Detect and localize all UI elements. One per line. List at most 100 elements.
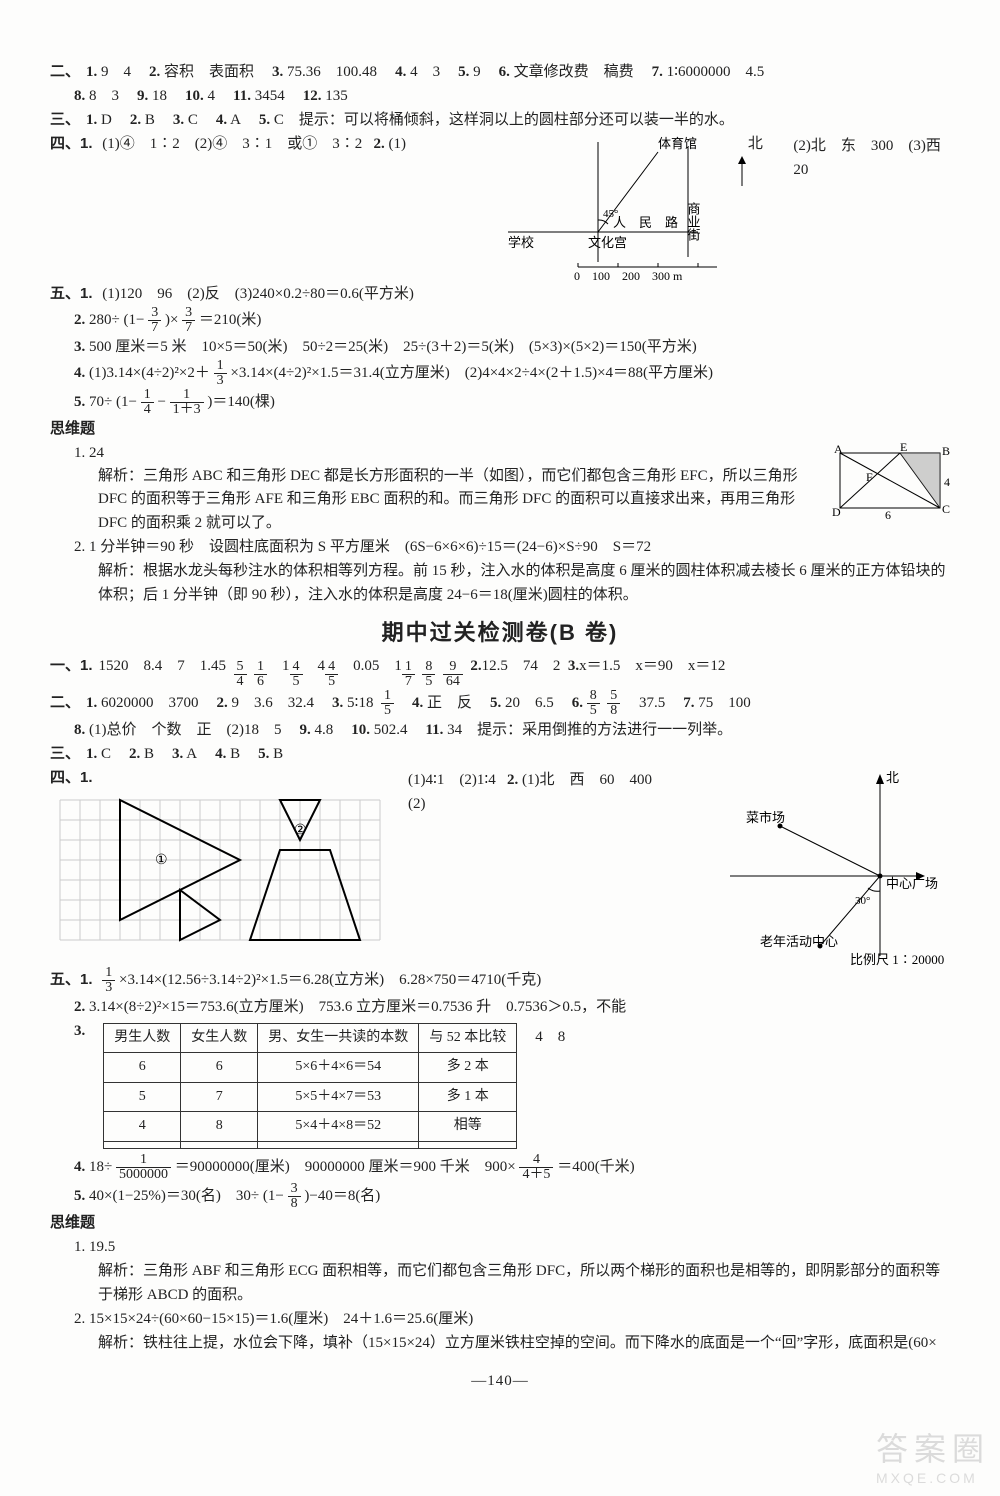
svg-text:比例尺 1∶20000: 比例尺 1∶20000	[850, 952, 944, 966]
watermark: 答案圈 MXQE.COM	[876, 1424, 990, 1486]
rectangle-diagram: A E B D C F 6 4	[830, 441, 950, 521]
num: 4.	[395, 64, 406, 80]
b-siwei-q2: 2. 15×15×24÷(60×60−15×15)＝1.6(厘米) 24＋1.6…	[50, 1307, 950, 1331]
val: 4 3	[410, 64, 440, 80]
b-sec-II-row2: 8. (1)总价 个数 正 (2)18 5 9. 4.8 10. 502.4 1…	[50, 718, 950, 742]
sec-label: 五、1.	[50, 285, 93, 302]
bv5: 5. 40×(1−25%)＝30(名) 30÷ (1− 38 )−40＝8(名)	[50, 1182, 950, 1211]
fraction: 15	[381, 689, 394, 718]
page: 二、 1. 9 4 2. 容积 表面积 3. 75.36 100.48 4. 4…	[0, 0, 1000, 1433]
b-sec-IV: 四、1. ① ② (1)4∶1 (2)1∶4 2. (1)北 西 60 400 …	[50, 766, 950, 966]
fraction: 37	[148, 306, 161, 335]
svg-text:中心广场: 中心广场	[886, 876, 938, 891]
sec-label: 三、	[50, 108, 80, 132]
b-siwei-q1: 1. 19.5	[50, 1235, 950, 1259]
sec-III: 三、 1. D 2. B 3. C 4. A 5. C 提示：可以将桶倾斜，这样…	[50, 108, 950, 132]
reading-table: 男生人数女生人数男、女生一共读的本数与 52 本比较 665×6＋4×6＝54多…	[103, 1023, 517, 1149]
svg-text:菜市场: 菜市场	[746, 810, 785, 825]
svg-text:D: D	[832, 505, 841, 519]
sec-label: 二、	[50, 60, 80, 84]
v2: 2. 280÷ (1− 37 )× 37 ＝210(米)	[50, 306, 950, 335]
svg-text:①: ①	[155, 853, 168, 868]
siwei-block: 1. 24 解析：三角形 ABC 和三角形 DEC 都是长方形面积的一半（如图）…	[50, 441, 950, 535]
val: 4	[208, 88, 216, 104]
sec-IV: 四、1. (1)④ 1∶2 (2)④ 3∶1 或① 3∶2 2. (1) 体育馆…	[50, 132, 950, 282]
sec-II-row2: 8. 8 3 9. 18 10. 4 11. 3454 12. 135	[50, 84, 950, 108]
num: 5.	[259, 112, 270, 128]
fraction: 44＋5	[519, 1153, 553, 1182]
num: 12.	[303, 88, 322, 104]
svg-text:北: 北	[886, 770, 899, 785]
v1: (1)120 96 (2)反 (3)240×0.2÷80＝0.6(平方米)	[102, 286, 414, 302]
b-siwei-q1-exp: 解析：三角形 ABF 和三角形 ECG 面积相等，而它们都包含三角形 DFC，所…	[50, 1259, 950, 1307]
v5: 5. 70÷ (1− 14 − 11＋3 )＝140(棵)	[50, 388, 950, 417]
svg-text:45°: 45°	[603, 208, 618, 220]
num: 2.	[149, 64, 160, 80]
b-sec-III: 三、 1. C 2. B 3. A 4. B 5. B	[50, 742, 950, 766]
val: 8 3	[89, 88, 119, 104]
num: 7.	[652, 64, 663, 80]
fraction: 16	[254, 660, 267, 689]
svg-text:C: C	[942, 502, 950, 516]
num: 4.	[216, 112, 227, 128]
sec-label: 三、	[50, 742, 80, 766]
v3: 3. 500 厘米＝5 米 10×5＝50(米) 50÷2＝25(米) 25÷(…	[50, 335, 950, 359]
b-sec-I: 一、1. 1520 8.4 7 1.45 54 16 1 45 4 45 0.0…	[50, 654, 950, 689]
b-siwei-q2-exp: 解析：铁柱往上提，水位会下降，填补（15×15×24）立方厘米铁柱空掉的空间。而…	[50, 1331, 950, 1355]
num: 2.	[130, 112, 141, 128]
fraction: 13	[102, 966, 115, 995]
num: 1.	[86, 64, 97, 80]
siwei-q1: 1. 24	[50, 441, 812, 465]
val: B	[145, 112, 155, 128]
num: 3.	[173, 112, 184, 128]
svg-text:E: E	[900, 441, 907, 454]
svg-text:学校: 学校	[508, 235, 534, 250]
fraction: 13	[214, 359, 227, 388]
num: 5.	[458, 64, 469, 80]
siwei-q2: 2. 1 分半钟＝90 秒 设圆柱底面积为 S 平方厘米 (6S−6×6×6)÷…	[50, 535, 950, 559]
fraction: 45	[290, 660, 303, 689]
iv-caption: (1)4∶1 (2)1∶4	[408, 772, 496, 788]
fraction: 14	[141, 388, 154, 417]
svg-text:F: F	[866, 470, 873, 484]
fraction: 45	[325, 660, 338, 689]
val: 9 4	[101, 64, 131, 80]
fraction: 17	[402, 660, 415, 689]
sec-label: 四、1.	[50, 135, 93, 152]
fraction: 964	[443, 660, 463, 689]
sec-label: 五、1.	[50, 971, 93, 988]
v4: 4. (1)3.14×(4÷2)²×2＋ 13 ×3.14×(4÷2)²×1.5…	[50, 359, 950, 388]
val: 18	[152, 88, 167, 104]
svg-text:6: 6	[885, 508, 891, 521]
num: 8.	[74, 88, 85, 104]
bv3-row: 3. 男生人数女生人数男、女生一共读的本数与 52 本比较 665×6＋4×6＝…	[50, 1019, 950, 1153]
svg-text:0 100 200 300 m: 0 100 200 300 m	[574, 269, 683, 282]
b-sec-II: 二、 1. 6020000 3700 2. 9 3.6 32.4 3. 5∶18…	[50, 689, 950, 718]
sec-label: 一、1.	[50, 654, 93, 678]
sec-label: 二、	[50, 691, 80, 715]
num: 9.	[137, 88, 148, 104]
fraction: 54	[234, 660, 247, 689]
page-number: —140—	[50, 1369, 950, 1393]
val: C 提示：可以将桶倾斜，这样洞以上的圆柱部分还可以装一半的水。	[274, 112, 734, 128]
num: 11.	[233, 88, 251, 104]
svg-text:②: ②	[294, 823, 307, 838]
north-arrow-icon	[735, 156, 749, 186]
svg-text:商业街: 商业街	[686, 202, 701, 241]
fraction: 15000000	[116, 1153, 171, 1182]
val: A	[230, 112, 241, 128]
table-after: 4 8	[535, 1019, 565, 1049]
fraction: 85	[587, 689, 600, 718]
siwei-title: 思维题	[50, 417, 950, 441]
val: 9	[473, 64, 481, 80]
fraction: 37	[182, 306, 195, 335]
iv-line: (1)④ 1∶2 (2)④ 3∶1 或① 3∶2	[102, 136, 362, 152]
midterm-title: 期中过关检测卷(B 卷)	[50, 615, 950, 650]
num: 6.	[499, 64, 510, 80]
sec-V: 五、1. (1)120 96 (2)反 (3)240×0.2÷80＝0.6(平方…	[50, 282, 950, 417]
svg-text:人 民 路: 人 民 路	[613, 215, 678, 230]
svg-text:体育馆: 体育馆	[658, 136, 697, 151]
sec-label: 四、1.	[50, 769, 93, 786]
b-sec-V: 五、1. 13 ×3.14×(12.56÷3.14÷2)²×1.5＝6.28(立…	[50, 966, 950, 1211]
svg-text:A: A	[834, 442, 843, 456]
